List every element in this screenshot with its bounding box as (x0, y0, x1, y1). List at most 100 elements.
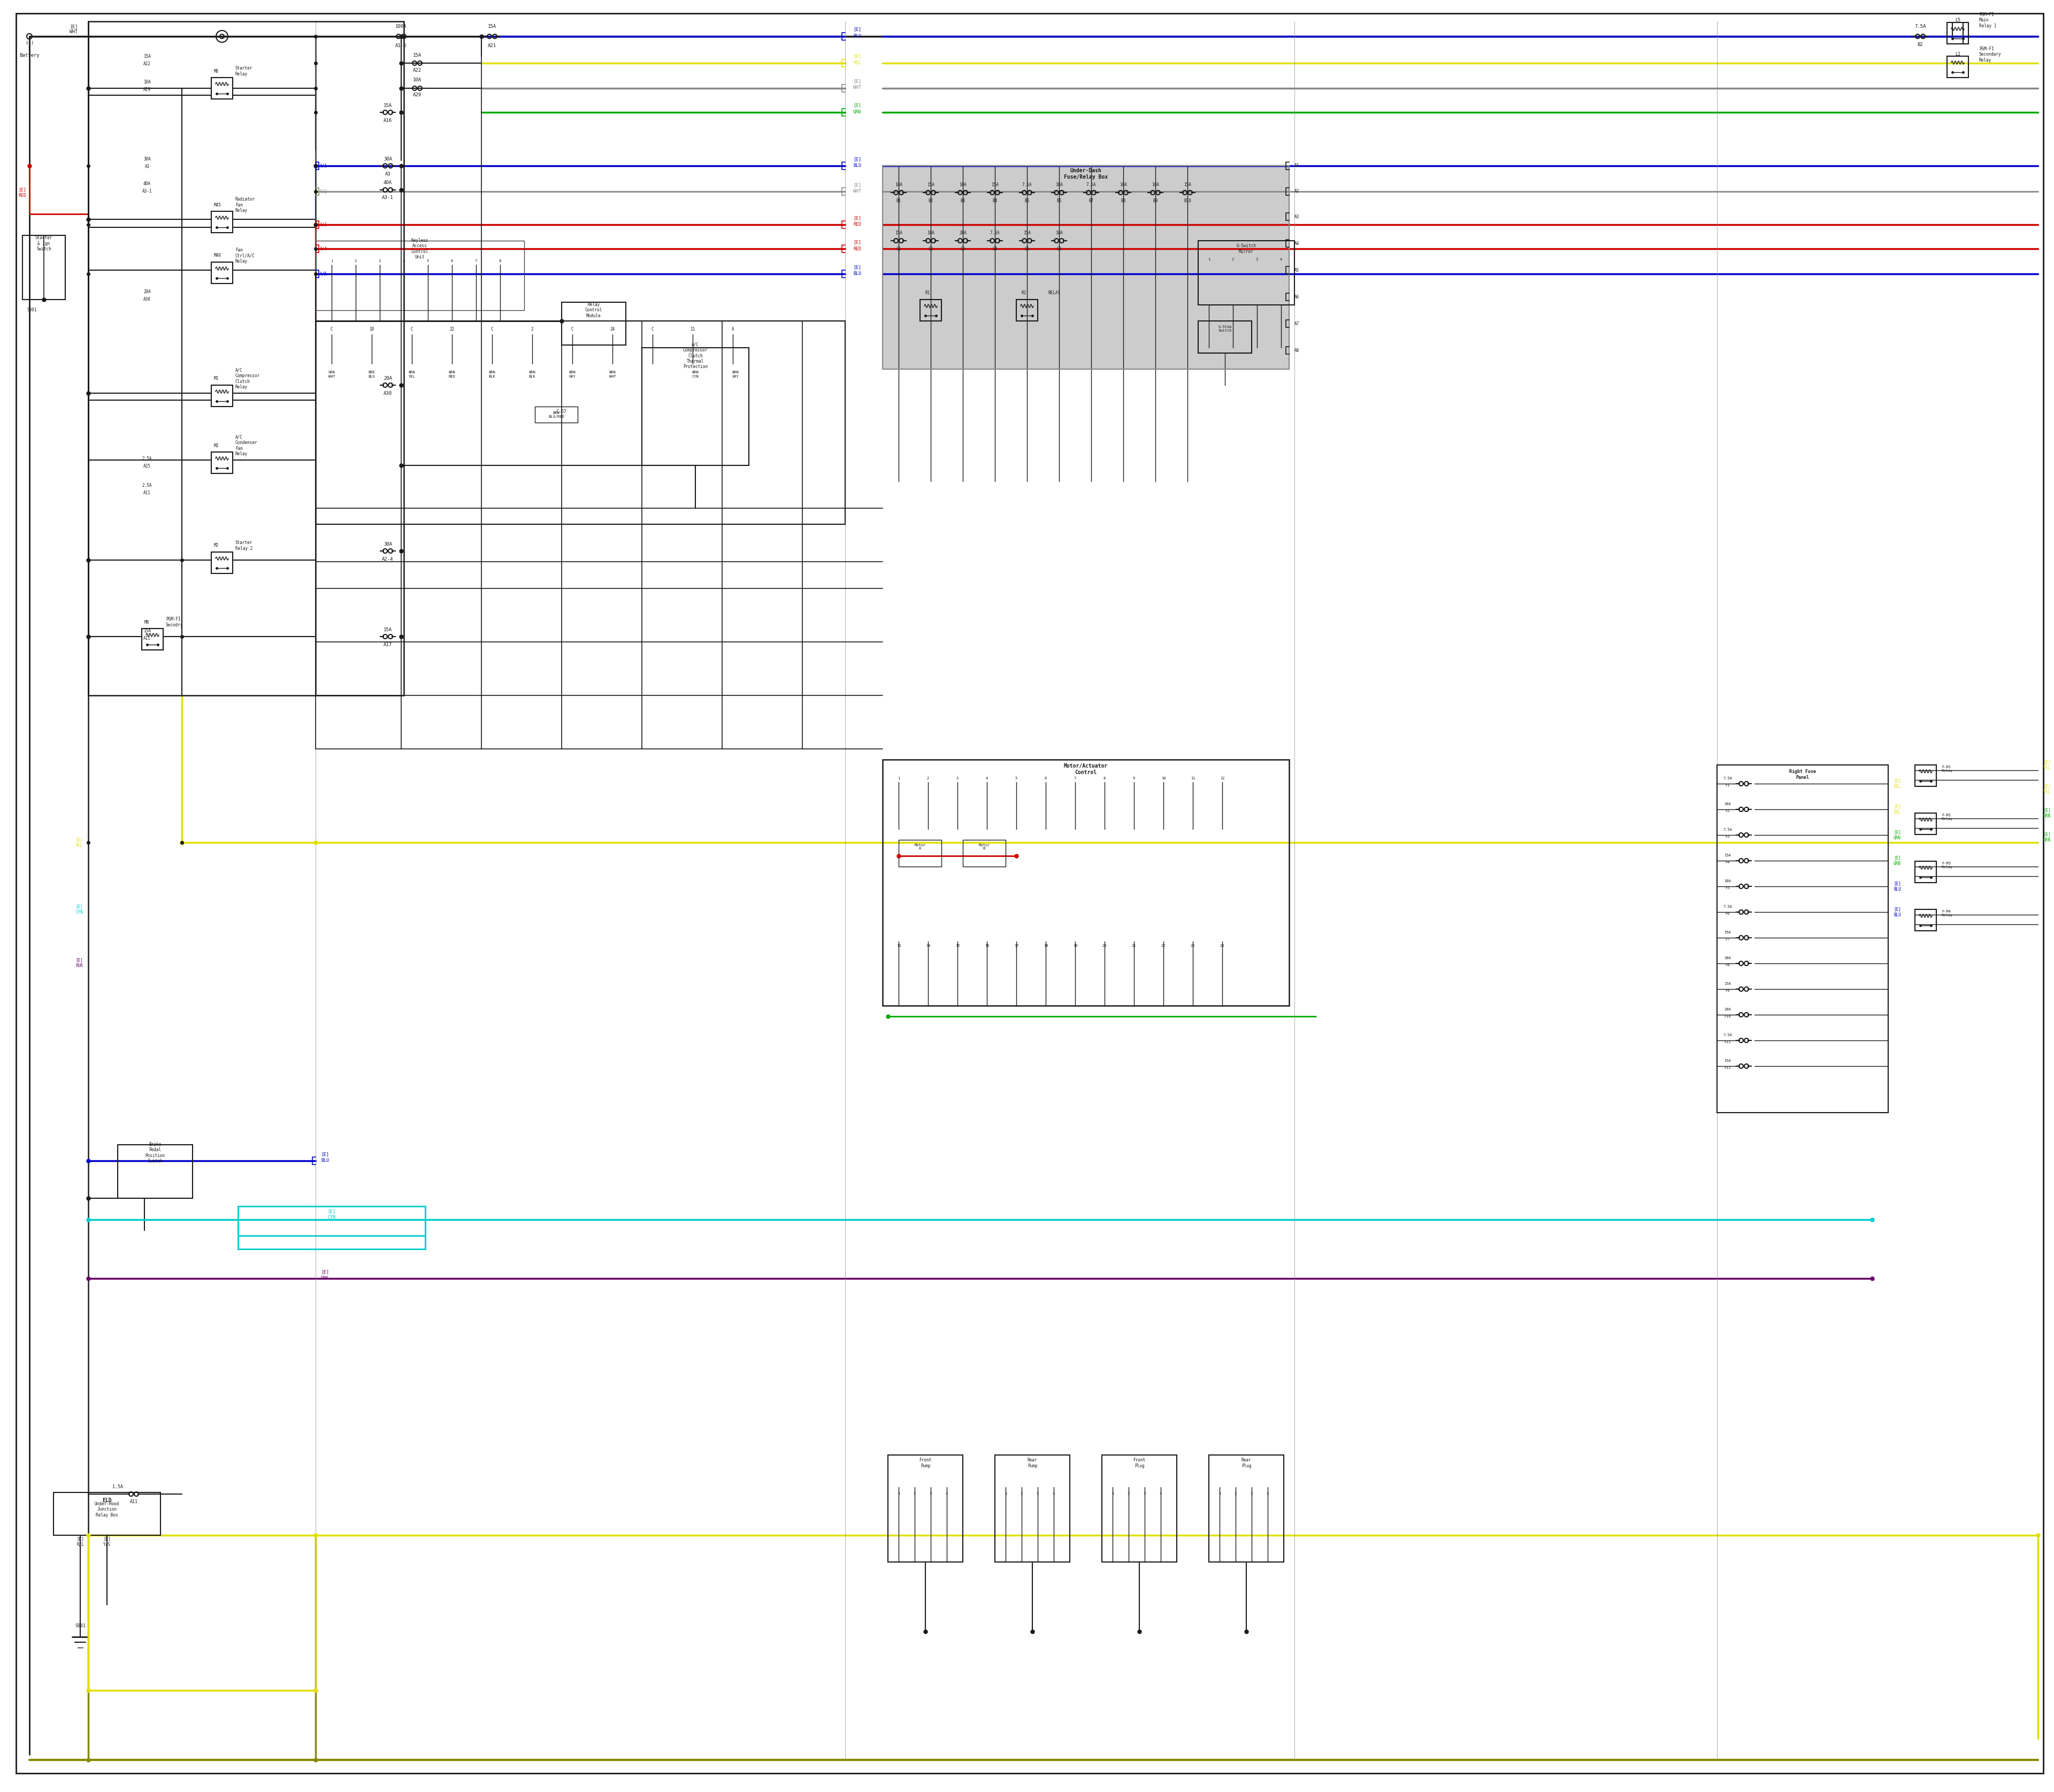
Text: BRE
BLU: BRE BLU (368, 371, 376, 378)
Text: Motor
A: Motor A (914, 844, 926, 849)
Text: G-Switch
Mirror: G-Switch Mirror (1237, 244, 1257, 254)
Text: 10A: 10A (1723, 803, 1732, 806)
Text: [E]: [E] (852, 265, 861, 271)
Text: 4: 4 (1052, 1493, 1056, 1495)
Text: [E]: [E] (70, 25, 78, 29)
Text: 8: 8 (1103, 776, 1105, 780)
Text: WHT: WHT (852, 86, 861, 90)
Text: 23: 23 (1191, 944, 1195, 948)
Text: F2: F2 (1725, 810, 1729, 812)
Bar (963, 840, 1006, 867)
Text: F11: F11 (1723, 1041, 1732, 1043)
Text: A3: A3 (1294, 215, 1300, 219)
Text: A/C
Compressor
Clutch
Thermal
Protection: A/C Compressor Clutch Thermal Protection (684, 342, 709, 369)
Text: 4: 4 (403, 260, 405, 263)
Text: 7.5A: 7.5A (1023, 183, 1031, 186)
Text: R1: R1 (926, 290, 930, 296)
Text: M0: M0 (214, 68, 220, 73)
Bar (117, 1145, 193, 1199)
Text: BRN
RED: BRN RED (448, 371, 456, 378)
Text: 15A: 15A (384, 102, 392, 108)
Text: WHT: WHT (70, 30, 78, 34)
Text: 7.5A: 7.5A (1723, 1034, 1732, 1038)
Text: 20A: 20A (959, 231, 967, 235)
Text: 15A: 15A (1723, 1059, 1732, 1063)
Text: 1.5A: 1.5A (113, 1486, 123, 1489)
Text: 3: 3 (1251, 1493, 1253, 1495)
Text: A/C
Condenser
Fan
Relay: A/C Condenser Fan Relay (236, 435, 257, 457)
Bar (316, 321, 844, 525)
Text: 15A: 15A (1023, 231, 1031, 235)
Text: B6: B6 (1056, 199, 1062, 202)
Text: ELD: ELD (103, 1498, 111, 1503)
Text: Brake
Pedal
Position
Switch: Brake Pedal Position Switch (146, 1142, 164, 1163)
Text: C-O7: C-O7 (557, 410, 567, 414)
Text: 22: 22 (1161, 944, 1167, 948)
Text: A11: A11 (129, 1500, 138, 1505)
Text: BLU: BLU (320, 1158, 329, 1163)
Text: A2-4: A2-4 (382, 557, 394, 561)
Text: A7: A7 (1294, 321, 1300, 326)
Text: C2: C2 (928, 246, 933, 251)
Text: 19: 19 (1072, 944, 1078, 948)
Text: C: C (331, 326, 333, 332)
Text: A3: A3 (144, 165, 150, 168)
Bar (212, 211, 232, 233)
Text: 10A: 10A (413, 77, 421, 82)
Bar (1017, 299, 1037, 321)
Text: [E]
GRN: [E] GRN (2044, 808, 2050, 819)
Text: 10A: 10A (1119, 183, 1128, 186)
Text: B2: B2 (1916, 41, 1923, 47)
Text: 10A: 10A (926, 231, 935, 235)
Bar (887, 1455, 963, 1563)
Text: 2: 2 (532, 326, 534, 332)
Text: C: C (651, 326, 653, 332)
Text: 6: 6 (1045, 776, 1048, 780)
Text: C: C (571, 326, 573, 332)
Text: Rear
Plug: Rear Plug (1241, 1459, 1251, 1468)
Text: A30: A30 (384, 391, 392, 396)
Text: A/5: A/5 (320, 271, 327, 276)
Bar (1914, 862, 1937, 883)
Text: GRN: GRN (852, 109, 861, 115)
Text: 5: 5 (427, 260, 429, 263)
Text: C6: C6 (1056, 246, 1062, 251)
Text: 7.5A: 7.5A (1723, 905, 1732, 909)
Text: Battery: Battery (18, 54, 39, 57)
Text: M2: M2 (214, 543, 220, 548)
Text: [E]
GRN: [E] GRN (2044, 831, 2050, 842)
Text: [E]: [E] (852, 79, 861, 84)
Text: [E]
GRN: [E] GRN (1894, 855, 1900, 866)
Text: 2: 2 (926, 776, 928, 780)
Text: DRK: DRK (320, 1276, 329, 1281)
Text: F8: F8 (1725, 964, 1729, 966)
Text: RED: RED (852, 246, 861, 251)
Text: 3: 3 (1037, 1493, 1039, 1495)
Text: [E]: [E] (852, 54, 861, 59)
Text: 8: 8 (499, 260, 501, 263)
Bar (1197, 321, 1251, 353)
Text: A/2: A/2 (320, 190, 327, 194)
Text: S001: S001 (74, 1624, 86, 1629)
Text: C1: C1 (896, 246, 902, 251)
Text: [E]
YEL: [E] YEL (1894, 778, 1900, 788)
Text: F-M3
Relay: F-M3 Relay (1941, 862, 1953, 869)
Text: 15A: 15A (1723, 982, 1732, 986)
Text: 30A: 30A (384, 541, 392, 547)
Text: 2: 2 (1128, 1493, 1130, 1495)
Text: A29: A29 (144, 88, 150, 91)
Text: A17: A17 (384, 642, 392, 647)
Text: GRN
WHT: GRN WHT (329, 371, 335, 378)
Text: 15: 15 (955, 944, 959, 948)
Text: BRN
BLK: BRN BLK (528, 371, 536, 378)
Text: 18: 18 (1043, 944, 1048, 948)
Text: 4: 4 (1267, 1493, 1269, 1495)
Text: 10: 10 (1161, 776, 1167, 780)
Text: [E]
CYN: [E] CYN (329, 1210, 335, 1220)
Text: Front
Pump: Front Pump (920, 1459, 933, 1468)
Text: 10A: 10A (1056, 231, 1062, 235)
Text: WHT: WHT (852, 190, 861, 194)
Bar (1914, 765, 1937, 787)
Text: Fan
Ctrl/A/C
Relay: Fan Ctrl/A/C Relay (236, 247, 255, 263)
Text: 15A: 15A (1723, 930, 1732, 934)
